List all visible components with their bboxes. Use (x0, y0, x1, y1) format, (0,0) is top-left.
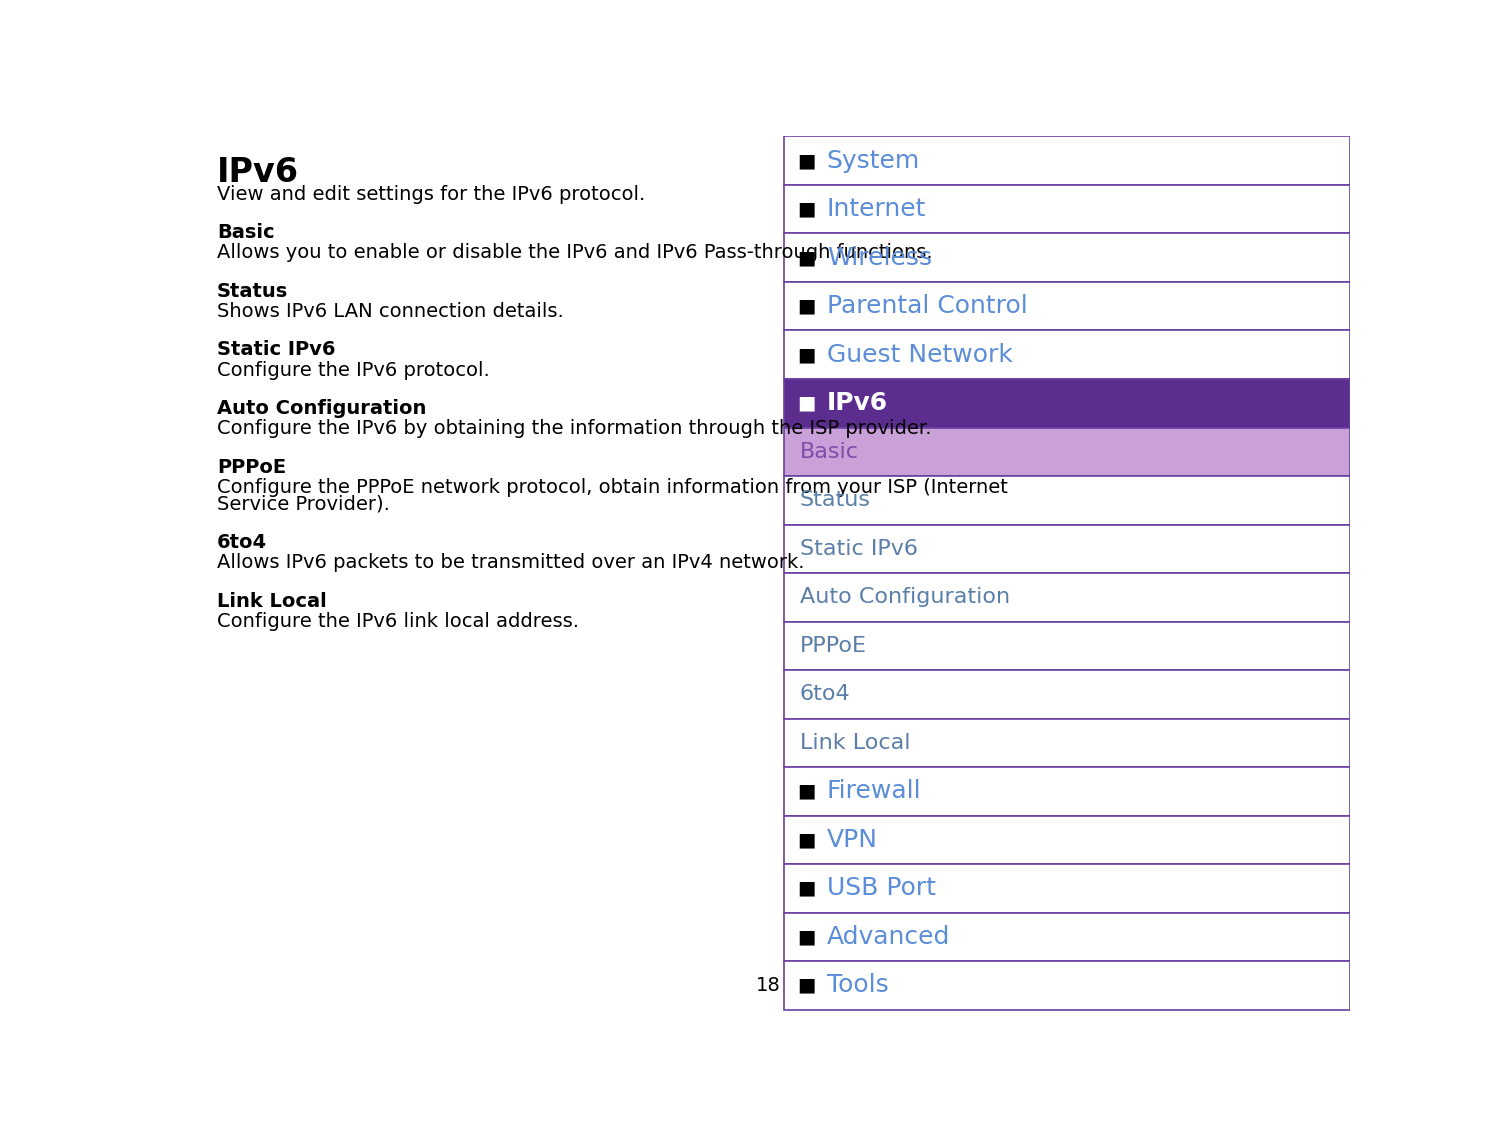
Text: ■: ■ (796, 297, 814, 316)
Bar (784, 379, 1350, 428)
Text: ■: ■ (796, 393, 814, 413)
Text: USB Port: USB Port (827, 877, 936, 901)
Text: Advanced: Advanced (827, 924, 951, 949)
Bar (784, 815, 1350, 864)
Bar (784, 719, 1350, 767)
Text: Configure the IPv6 link local address.: Configure the IPv6 link local address. (217, 612, 579, 631)
Text: ■: ■ (796, 976, 814, 995)
Text: Link Local: Link Local (800, 733, 910, 753)
Text: Shows IPv6 LAN connection details.: Shows IPv6 LAN connection details. (217, 302, 564, 321)
Text: 6to4: 6to4 (800, 684, 850, 704)
Text: View and edit settings for the IPv6 protocol.: View and edit settings for the IPv6 prot… (217, 185, 645, 204)
Text: ■: ■ (796, 346, 814, 364)
Bar (784, 524, 1350, 573)
Bar (784, 233, 1350, 282)
Text: 6to4: 6to4 (217, 533, 267, 551)
Text: ■: ■ (796, 248, 814, 267)
Text: Tools: Tools (827, 973, 888, 997)
Text: PPPoE: PPPoE (217, 457, 286, 476)
Text: Configure the PPPoE network protocol, obtain information from your ISP (Internet: Configure the PPPoE network protocol, ob… (217, 478, 1008, 497)
Bar (784, 185, 1350, 233)
Text: Basic: Basic (217, 224, 274, 242)
Text: PPPoE: PPPoE (800, 636, 867, 656)
Text: Auto Configuration: Auto Configuration (800, 588, 1010, 607)
Text: System: System (827, 149, 920, 173)
Text: Link Local: Link Local (217, 591, 327, 611)
Text: IPv6: IPv6 (827, 391, 888, 415)
Text: Static IPv6: Static IPv6 (800, 539, 918, 558)
Bar (784, 331, 1350, 379)
Text: Status: Status (800, 490, 870, 511)
Bar (784, 573, 1350, 622)
Bar (784, 864, 1350, 913)
Text: Firewall: Firewall (827, 779, 921, 804)
Text: IPv6: IPv6 (217, 156, 298, 189)
Bar (784, 476, 1350, 524)
Text: ■: ■ (796, 928, 814, 946)
Text: Configure the IPv6 by obtaining the information through the ISP provider.: Configure the IPv6 by obtaining the info… (217, 420, 932, 438)
Text: Parental Control: Parental Control (827, 294, 1028, 318)
Text: Guest Network: Guest Network (827, 342, 1013, 367)
Bar (784, 622, 1350, 670)
Bar (784, 767, 1350, 815)
Bar (784, 136, 1350, 185)
Bar (784, 428, 1350, 476)
Text: Configure the IPv6 protocol.: Configure the IPv6 protocol. (217, 360, 489, 380)
Bar (784, 670, 1350, 719)
Text: ■: ■ (796, 151, 814, 171)
Bar (784, 961, 1350, 1010)
Text: VPN: VPN (827, 828, 878, 852)
Text: ■: ■ (796, 782, 814, 800)
Text: 18: 18 (756, 976, 782, 995)
Text: Wireless: Wireless (827, 246, 932, 269)
Text: Service Provider).: Service Provider). (217, 495, 390, 514)
Text: Auto Configuration: Auto Configuration (217, 399, 426, 418)
Text: ■: ■ (796, 200, 814, 218)
Text: Status: Status (217, 282, 288, 301)
Text: Allows IPv6 packets to be transmitted over an IPv4 network.: Allows IPv6 packets to be transmitted ov… (217, 553, 804, 572)
Text: ■: ■ (796, 879, 814, 898)
Text: ■: ■ (796, 830, 814, 849)
Text: Static IPv6: Static IPv6 (217, 340, 336, 359)
Text: Basic: Basic (800, 442, 858, 462)
Bar (784, 282, 1350, 331)
Text: Internet: Internet (827, 197, 926, 222)
Text: Allows you to enable or disable the IPv6 and IPv6 Pass-through functions.: Allows you to enable or disable the IPv6… (217, 243, 933, 263)
Bar (784, 913, 1350, 961)
